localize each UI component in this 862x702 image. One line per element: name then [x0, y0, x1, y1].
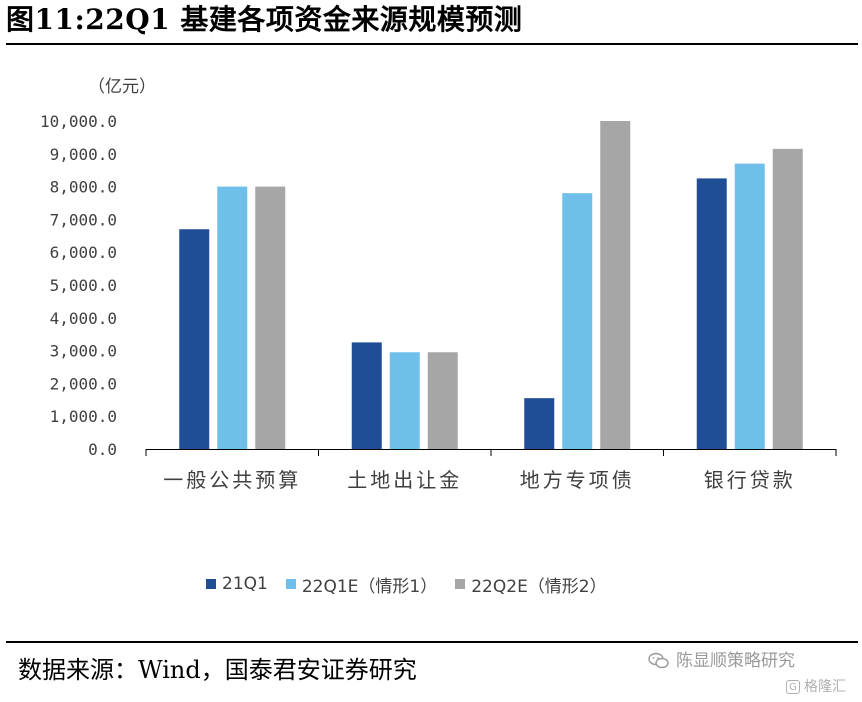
legend-swatch	[455, 579, 466, 589]
legend-label: 22Q1E（情形1）	[301, 576, 438, 597]
y-axis-ticks: 0.0 1,000.0 2,000.0 3,000.0 4,000.0 5,000.0 6,…	[40, 112, 117, 459]
bar	[217, 186, 248, 449]
y-tick-label: 9,000.0	[50, 145, 117, 164]
watermark-wechat: 陈显顺策略研究	[648, 648, 795, 674]
y-unit-label: （亿元）	[88, 77, 156, 97]
bar	[255, 186, 286, 449]
y-tick-label: 6,000.0	[50, 243, 117, 262]
bar	[696, 178, 727, 449]
watermark-gelonghui: G 格隆汇	[786, 677, 846, 697]
y-tick-label: 1,000.0	[50, 407, 117, 426]
legend-label: 21Q1	[222, 574, 268, 594]
x-category-label: 一般公共预算	[163, 468, 301, 492]
legend-label: 22Q2E（情形2）	[471, 576, 607, 597]
bars	[179, 121, 803, 449]
y-tick-label: 8,000.0	[50, 178, 117, 197]
legend-item: 22Q2E（情形2）	[455, 572, 607, 597]
y-tick-label: 5,000.0	[50, 276, 117, 295]
legend-swatch	[206, 579, 216, 589]
page-title: 图11:22Q1 基建各项资金来源规模预测	[6, 3, 523, 36]
x-category-label: 土地出让金	[347, 468, 462, 492]
bar	[734, 163, 765, 449]
watermark-2-text: 格隆汇	[804, 679, 846, 695]
bar	[772, 148, 803, 449]
y-tick-label: 10,000.0	[40, 112, 117, 131]
chart-legend: 21Q1 22Q1E（情形1） 22Q2E（情形2）	[206, 570, 625, 598]
y-tick-label: 0.0	[88, 440, 117, 459]
bar	[427, 352, 458, 449]
watermark-1-text: 陈显顺策略研究	[676, 651, 795, 671]
source-note: 数据来源：Wind，国泰君安证券研究	[18, 656, 417, 684]
bar	[179, 229, 210, 449]
gelonghui-logo-icon: G	[786, 680, 800, 694]
legend-item: 22Q1E（情形1）	[285, 572, 438, 597]
legend-item: 21Q1	[206, 574, 268, 594]
y-tick-label: 3,000.0	[50, 342, 117, 361]
bar	[351, 342, 382, 449]
footer-divider	[6, 641, 858, 643]
title-divider	[6, 43, 858, 45]
bar	[562, 193, 593, 449]
y-tick-label: 2,000.0	[50, 374, 117, 393]
bar	[389, 352, 420, 449]
bar	[524, 398, 555, 449]
bar	[600, 121, 631, 449]
y-tick-label: 7,000.0	[50, 210, 117, 229]
x-axis: 一般公共预算 土地出让金 地方专项债 银行贷款	[145, 449, 837, 492]
wechat-icon	[648, 652, 669, 669]
y-tick-label: 4,000.0	[50, 309, 117, 328]
x-category-label: 银行贷款	[704, 468, 796, 492]
legend-swatch	[285, 579, 296, 589]
bar-chart: （亿元） 0.0 1,000.0 2,000.0 3,000.0 4,000.0 5,00…	[40, 77, 837, 492]
x-category-label: 地方专项债	[520, 468, 635, 492]
